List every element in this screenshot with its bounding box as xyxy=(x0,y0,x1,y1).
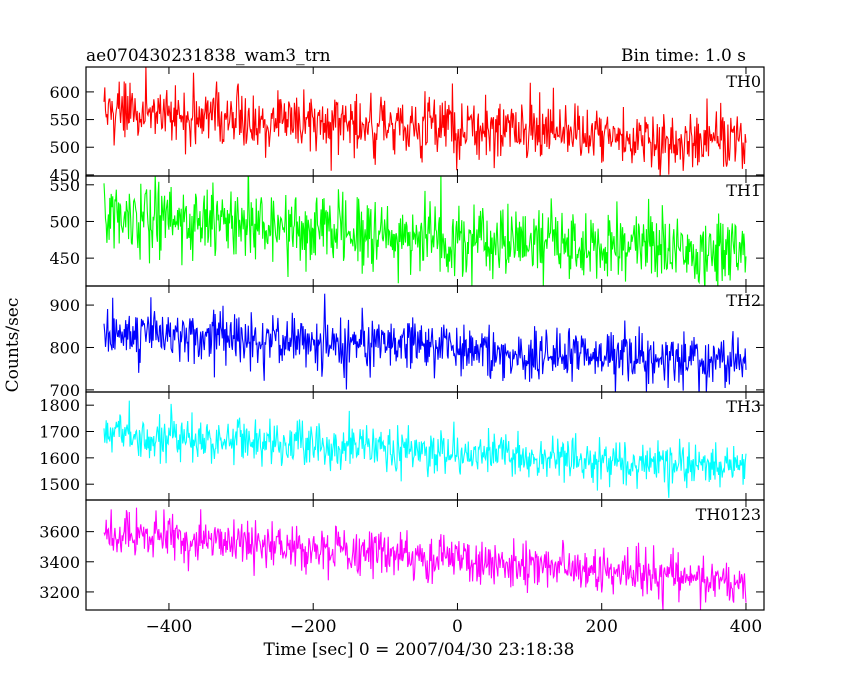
x-tick-label: 400 xyxy=(730,617,762,637)
series-line-th2 xyxy=(103,293,747,392)
bin-time-label: Bin time: 1.0 s xyxy=(621,46,746,66)
panel-th3: 1500 1600 1700 1800 TH3 xyxy=(39,391,765,501)
series-label-th0: TH0 xyxy=(726,72,761,91)
x-tick-label: 200 xyxy=(585,617,617,637)
panel-th0: 450 500 550 600 TH0 xyxy=(49,66,765,185)
series-line-th0 xyxy=(103,67,747,176)
y-tick-label: 1600 xyxy=(39,449,80,468)
plot-title: ae070430231838_wam3_trn xyxy=(86,46,331,66)
y-tick-label: 1800 xyxy=(39,396,80,415)
series-label-th2: TH2 xyxy=(726,291,761,310)
panel-frame-th0123 xyxy=(85,499,765,611)
series-label-th1: TH1 xyxy=(726,181,761,200)
series-label-th0123: TH0123 xyxy=(696,505,761,524)
x-tick-label: 0 xyxy=(452,617,463,637)
y-tick-label: 1500 xyxy=(39,475,80,494)
y-tick-label: 3600 xyxy=(39,523,80,542)
y-tick-label: 1700 xyxy=(39,423,80,442)
y-tick-label: 550 xyxy=(49,176,80,195)
x-axis: −400 −200 0 200 400 xyxy=(146,617,763,637)
panel-th0123: 3200 3400 3600 TH0123 xyxy=(39,499,765,611)
y-tick-label: 500 xyxy=(49,212,80,231)
x-axis-label: Time [sec] 0 = 2007/04/30 23:18:38 xyxy=(264,640,575,660)
y-tick-label: 3400 xyxy=(39,553,80,572)
panel-th1: 450 500 550 TH1 xyxy=(49,175,765,287)
x-tick-label: −200 xyxy=(290,617,337,637)
panels: 450 500 550 600 TH0 450 500 550 TH1 700 800 900 TH2 1… xyxy=(39,66,765,611)
x-tick-label: −400 xyxy=(146,617,193,637)
series-label-th3: TH3 xyxy=(726,397,761,416)
y-tick-label: 450 xyxy=(49,166,80,185)
y-tick-label: 600 xyxy=(49,83,80,102)
series-line-th0123 xyxy=(103,507,747,610)
series-line-th3 xyxy=(103,400,747,498)
y-tick-label: 900 xyxy=(49,296,80,315)
panel-th2: 700 800 900 TH2 xyxy=(49,285,765,400)
y-tick-label: 550 xyxy=(49,111,80,130)
series-line-th1 xyxy=(103,176,747,286)
y-tick-label: 800 xyxy=(49,338,80,357)
y-axis-label: Counts/sec xyxy=(3,298,23,393)
y-tick-label: 500 xyxy=(49,138,80,157)
y-tick-label: 3200 xyxy=(39,583,80,602)
y-tick-label: 700 xyxy=(49,381,80,400)
y-tick-label: 450 xyxy=(49,249,80,268)
